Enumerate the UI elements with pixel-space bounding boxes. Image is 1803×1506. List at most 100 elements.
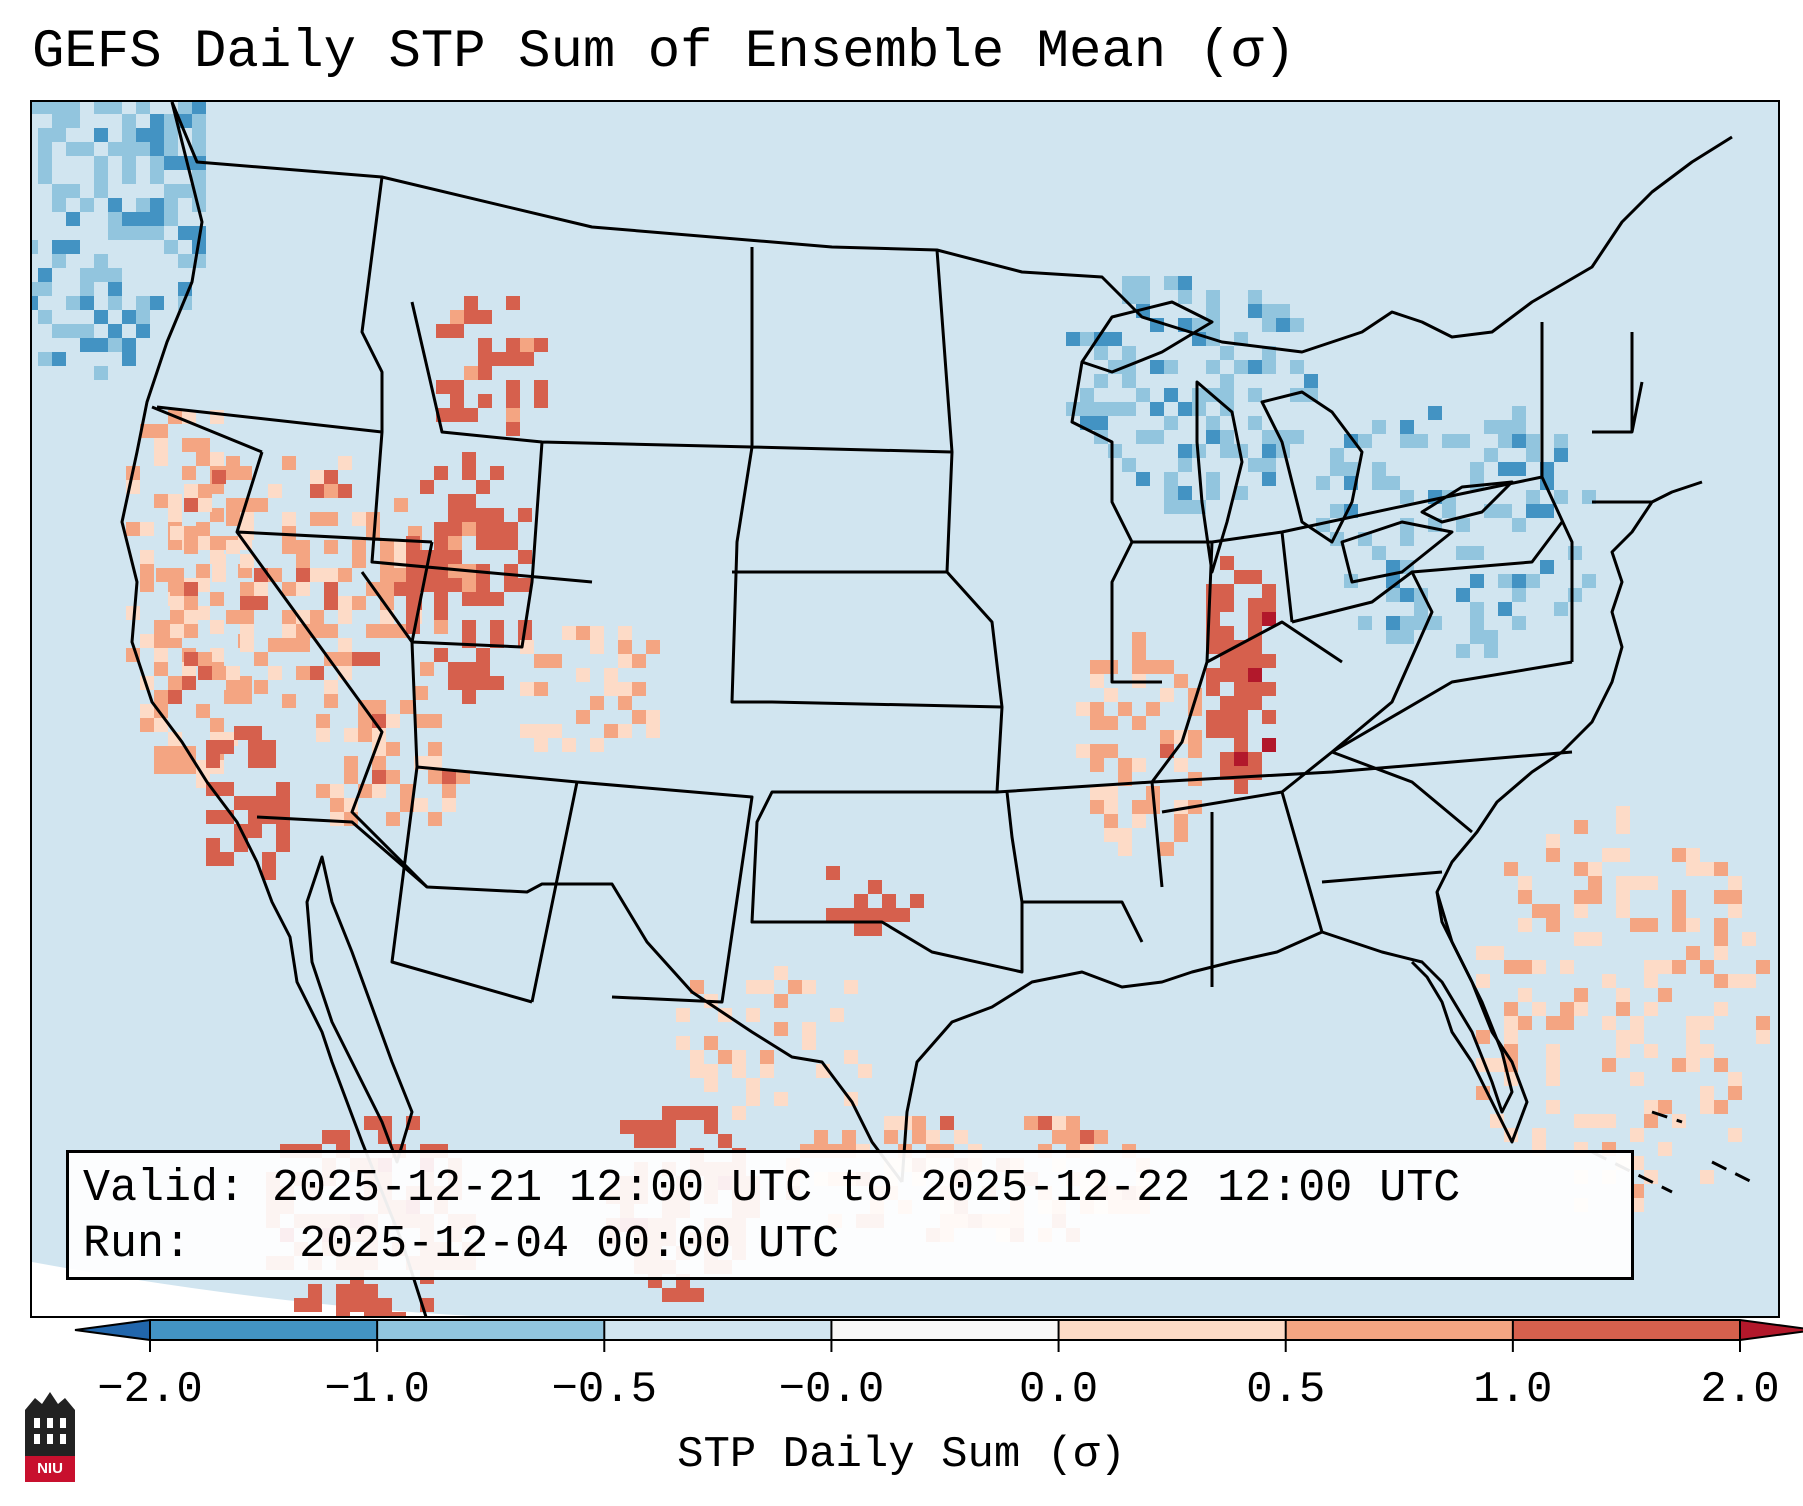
heatmap-cell (1090, 758, 1104, 772)
heatmap-cell (394, 624, 408, 638)
heatmap-cell (310, 470, 324, 484)
heatmap-cell (1658, 1030, 1672, 1044)
heatmap-cell (1554, 490, 1568, 504)
heatmap-cell (414, 714, 428, 728)
heatmap-cell (358, 728, 372, 742)
heatmap-cell (140, 522, 154, 536)
heatmap-cell (1728, 946, 1742, 960)
heatmap-cell (1574, 904, 1588, 918)
heatmap-cell (1512, 630, 1526, 644)
heatmap-cell (912, 1130, 926, 1144)
heatmap-cell (94, 268, 108, 282)
heatmap-cell (1588, 890, 1602, 904)
heatmap-cell (676, 1288, 690, 1302)
heatmap-cell (1630, 1016, 1644, 1030)
heatmap-cell (464, 296, 478, 310)
colorbar-ticks (149, 1320, 1741, 1352)
heatmap-cell (330, 798, 344, 812)
heatmap-cell (534, 380, 548, 394)
heatmap-cell (1234, 682, 1248, 696)
heatmap-cell (122, 212, 136, 226)
heatmap-cell (1512, 434, 1526, 448)
heatmap-cell (276, 782, 290, 796)
heatmap-cell (182, 676, 196, 690)
heatmap-cell (240, 582, 254, 596)
heatmap-cell (108, 102, 122, 114)
heatmap-cell (746, 1008, 760, 1022)
heatmap-cell (1178, 486, 1192, 500)
heatmap-cell (1616, 1100, 1630, 1114)
heatmap-cell (1700, 1170, 1714, 1184)
heatmap-cell (1276, 318, 1290, 332)
heatmap-cell (196, 452, 210, 466)
heatmap-cell (420, 662, 434, 676)
heatmap-cell (562, 654, 576, 668)
heatmap-cell (154, 424, 168, 438)
heatmap-cell (428, 812, 442, 826)
heatmap-cell (324, 680, 338, 694)
heatmap-cell (1094, 332, 1108, 346)
heatmap-cell (1498, 434, 1512, 448)
heatmap-cell (254, 596, 268, 610)
great-lakes (1080, 300, 1514, 584)
heatmap-cell (66, 102, 80, 114)
heatmap-cell (1178, 500, 1192, 514)
heatmap-cell (1456, 462, 1470, 476)
heatmap-cell (254, 498, 268, 512)
heatmap-cell (534, 724, 548, 738)
heatmap-cell (262, 852, 276, 866)
heatmap-cell (1644, 974, 1658, 988)
heatmap-cell (262, 796, 276, 810)
heatmap-cell (1714, 1030, 1728, 1044)
heatmap-cell (1118, 828, 1132, 842)
heatmap-cell (168, 760, 182, 774)
heatmap-cell (52, 282, 66, 296)
heatmap-cell (1160, 744, 1174, 758)
heatmap-cell (276, 824, 290, 838)
heatmap-cell (802, 1022, 816, 1036)
heatmap-cell (282, 610, 296, 624)
heatmap-cell (136, 324, 150, 338)
heatmap-cell (210, 592, 224, 606)
heatmap-cell (170, 568, 184, 582)
heatmap-cell (478, 338, 492, 352)
heatmap-cell (108, 198, 122, 212)
heatmap-cell (364, 1298, 378, 1312)
heatmap-cell (1442, 434, 1456, 448)
heatmap-cell (154, 452, 168, 466)
heatmap-cell (296, 582, 310, 596)
heatmap-cell (690, 1106, 704, 1120)
heatmap-cell (1658, 890, 1672, 904)
heatmap-cell (1658, 1156, 1672, 1170)
colorbar-tick-label: 0.5 (1246, 1365, 1326, 1415)
heatmap-cell (1456, 518, 1470, 532)
heatmap-cell (434, 522, 448, 536)
heatmap-cell (350, 1298, 364, 1312)
heatmap-cell (198, 652, 212, 666)
heatmap-cell (1358, 560, 1372, 574)
heatmap-cell (1546, 1044, 1560, 1058)
heatmap-cell (1560, 960, 1574, 974)
heatmap-cell (406, 550, 420, 564)
heatmap-cell (718, 1050, 732, 1064)
heatmap-cell (1132, 632, 1146, 646)
heatmap-cell (1276, 402, 1290, 416)
heatmap-cell (1066, 430, 1080, 444)
heatmap-cell (1630, 1030, 1644, 1044)
heatmap-cell (434, 592, 448, 606)
heatmap-cell (442, 784, 456, 798)
heatmap-cell (324, 596, 338, 610)
heatmap-cell (330, 784, 344, 798)
heatmap-cell (506, 338, 520, 352)
heatmap-cell (462, 494, 476, 508)
heatmap-cell (1714, 862, 1728, 876)
heatmap-cell (178, 102, 192, 114)
heatmap-cell (1136, 332, 1150, 346)
heatmap-cell (476, 480, 490, 494)
heatmap-cell (534, 682, 548, 696)
heatmap-cell (296, 554, 310, 568)
heatmap-cell (66, 142, 80, 156)
heatmap-cell (1630, 1128, 1644, 1142)
heatmap-cell (80, 282, 94, 296)
heatmap-cell (338, 596, 352, 610)
